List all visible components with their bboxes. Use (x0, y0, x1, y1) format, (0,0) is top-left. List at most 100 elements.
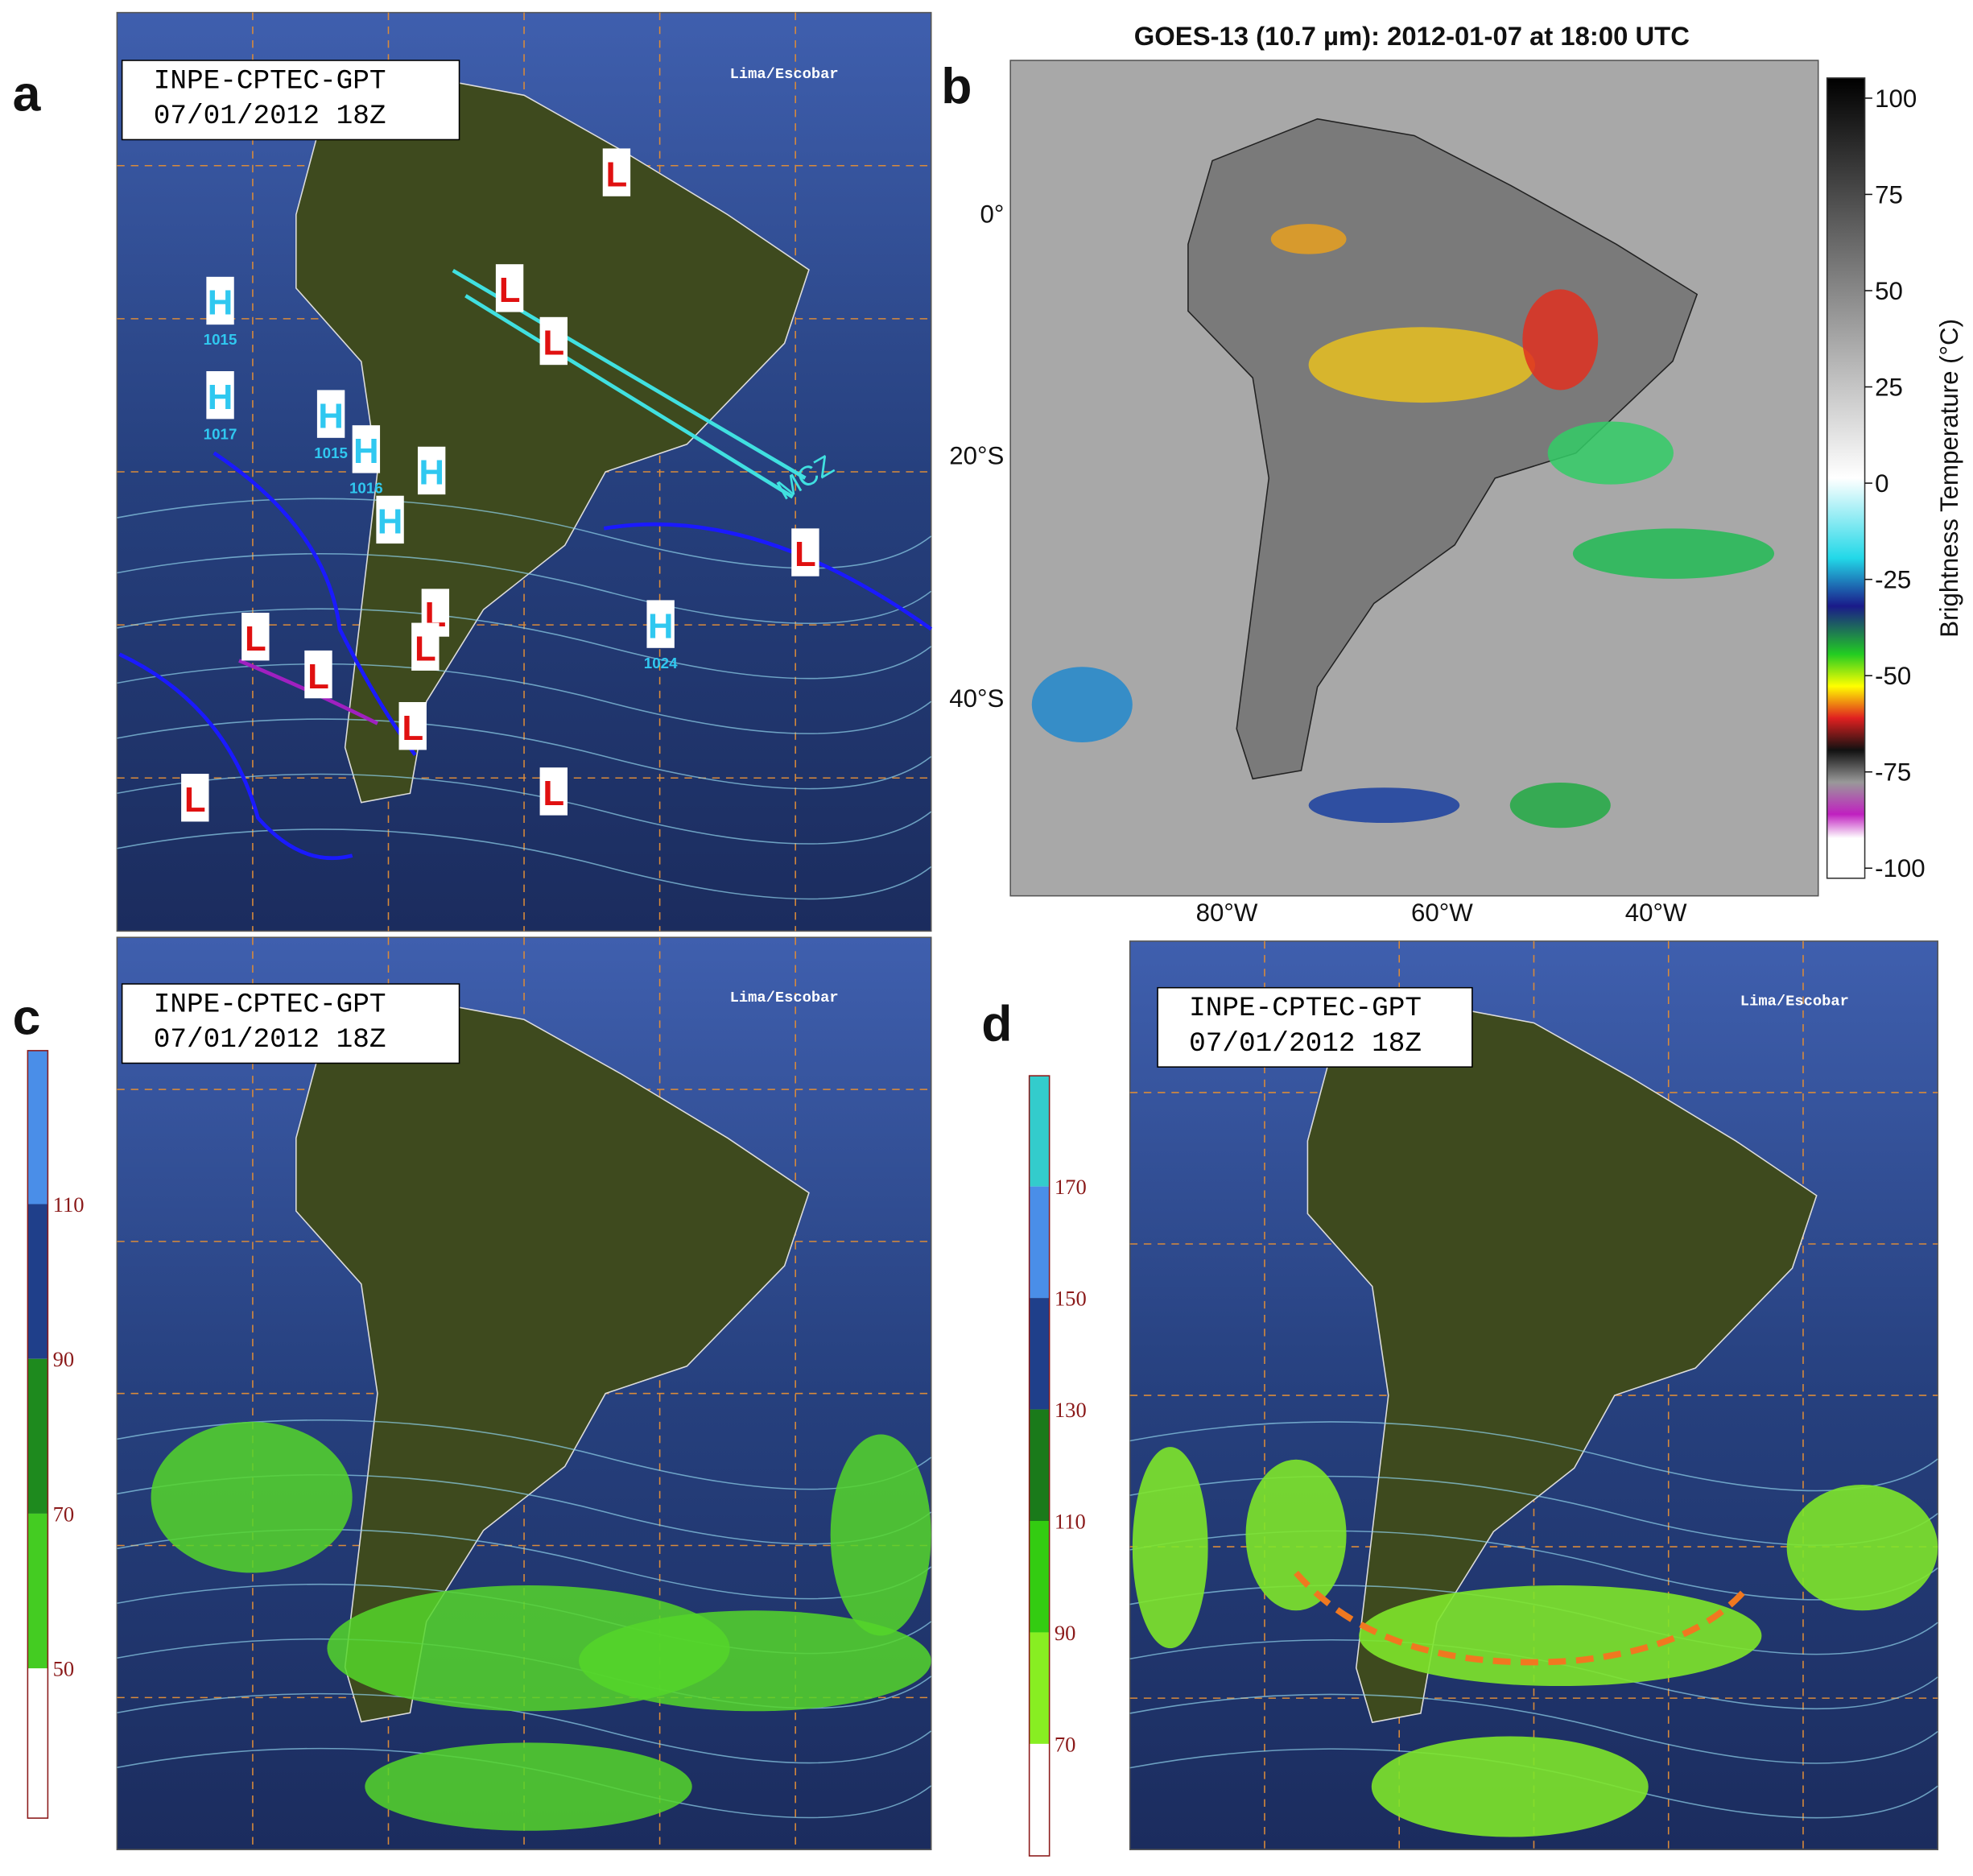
pressure-symbol: L (499, 271, 521, 310)
panel-letter: b (941, 58, 972, 114)
pressure-value: 1017 (204, 425, 237, 442)
colorbar-tick-label: -50 (1875, 662, 1911, 690)
continent (1306, 1004, 1818, 1724)
pressure-box (791, 528, 819, 576)
pressure-symbol: H (208, 283, 233, 323)
streamline (117, 608, 932, 680)
jet-area (1786, 1484, 1938, 1611)
cloud (1522, 289, 1599, 390)
colorbar-tick-label: 170 (1055, 1175, 1087, 1199)
pressure-symbol: L (245, 619, 266, 659)
colorbar-frame (1028, 1075, 1050, 1857)
streamline (117, 498, 932, 569)
streamline (117, 773, 932, 845)
streamline (117, 663, 932, 734)
pressure-symbol: L (402, 709, 423, 748)
station-label: Lima/Escobar (730, 989, 839, 1006)
pressure-box (206, 276, 234, 325)
colorbar-segment (1029, 1186, 1050, 1299)
x-axis-label: 40°W (1625, 899, 1687, 927)
pressure-box (602, 148, 631, 196)
stamp-line: 07/01/2012 18Z (154, 1024, 386, 1056)
colorbar-tick-label: 150 (1055, 1286, 1087, 1310)
pressure-box (495, 264, 524, 312)
streamline (1129, 1693, 1938, 1764)
colorbar (1826, 77, 1866, 879)
cloud (1270, 224, 1347, 254)
streamline (117, 828, 932, 900)
jet-area (1132, 1447, 1208, 1649)
pressure-value: 1015 (314, 444, 348, 461)
jet-area (579, 1610, 931, 1712)
stamp-line: 07/01/2012 18Z (1189, 1028, 1422, 1060)
cloud (1031, 667, 1133, 742)
pressure-box (181, 774, 209, 822)
cloud (1547, 421, 1674, 485)
pressure-symbol: H (208, 378, 233, 417)
front (603, 522, 933, 631)
colorbar-tick-label: 70 (53, 1502, 75, 1526)
pressure-box (398, 701, 427, 750)
panel-letter: a (13, 66, 42, 122)
colorbar-segment (1029, 1743, 1050, 1856)
y-axis-label: 40°S (949, 684, 1004, 713)
colorbar-tick-label: 110 (1055, 1509, 1086, 1533)
colorbar-frame (27, 1050, 49, 1819)
jet-area (830, 1434, 931, 1636)
pressure-symbol: L (543, 774, 564, 813)
pressure-box (241, 613, 270, 661)
pressure-symbol: L (308, 657, 329, 696)
colorbar-segment (1029, 1298, 1050, 1410)
pressure-box (417, 446, 446, 495)
streamline (117, 718, 932, 790)
pressure-box (646, 600, 675, 648)
x-axis-label: 80°W (1196, 899, 1258, 927)
colorbar-tick-label: -75 (1875, 758, 1911, 787)
stamp-box (121, 983, 460, 1064)
colorbar-segment (27, 1513, 48, 1669)
pressure-symbol: L (543, 324, 564, 363)
colorbar-segment (1029, 1076, 1050, 1187)
colorbar-segment (27, 1050, 48, 1205)
pressure-symbol: H (318, 396, 344, 436)
colorbar-tick-label: 130 (1055, 1398, 1087, 1422)
colorbar-tick-label: 25 (1875, 373, 1903, 401)
colorbar-tick-label: 50 (53, 1657, 75, 1681)
continent (1187, 118, 1699, 780)
colorbar-segment (1029, 1409, 1050, 1522)
front (213, 451, 417, 757)
pressure-box (539, 316, 568, 366)
jet-area (1371, 1736, 1649, 1837)
front (118, 652, 353, 861)
pressure-symbol: L (795, 535, 816, 574)
colorbar-segment (1029, 1632, 1050, 1744)
colorbar-segment (27, 1668, 48, 1819)
pressure-box (304, 650, 332, 699)
stamp-box (121, 60, 460, 141)
colorbar-tick-label: 110 (53, 1192, 85, 1217)
panel-letter: d (981, 995, 1012, 1052)
x-axis-label: 60°W (1411, 899, 1473, 927)
pressure-symbol: L (184, 780, 206, 820)
colorbar-label: Brightness Temperature (°C) (1935, 319, 1963, 638)
panel-title: GOES-13 (10.7 µm): 2012-01-07 at 18:00 U… (1134, 21, 1690, 51)
cloud (1509, 783, 1611, 828)
cloud (1308, 787, 1460, 824)
pressure-symbol: L (415, 629, 436, 668)
jet-area (151, 1421, 353, 1573)
colorbar-segment (27, 1204, 48, 1359)
colorbar-tick-label: 75 (1875, 180, 1903, 209)
colorbar-tick-label: 50 (1875, 277, 1903, 305)
colorbar-tick-label: 90 (53, 1347, 75, 1371)
jet-area (1245, 1459, 1347, 1611)
station-label: Lima/Escobar (1740, 993, 1849, 1010)
pressure-box (206, 370, 234, 419)
pressure-value: 1024 (644, 655, 678, 671)
stamp-line: INPE-CPTEC-GPT (154, 65, 386, 97)
panel-letter: c (13, 990, 41, 1046)
pressure-value: 1016 (349, 480, 383, 497)
pressure-box (539, 767, 568, 816)
pressure-box (352, 425, 381, 473)
pressure-symbol: H (648, 606, 674, 646)
jet-axis (1294, 1570, 1752, 1666)
